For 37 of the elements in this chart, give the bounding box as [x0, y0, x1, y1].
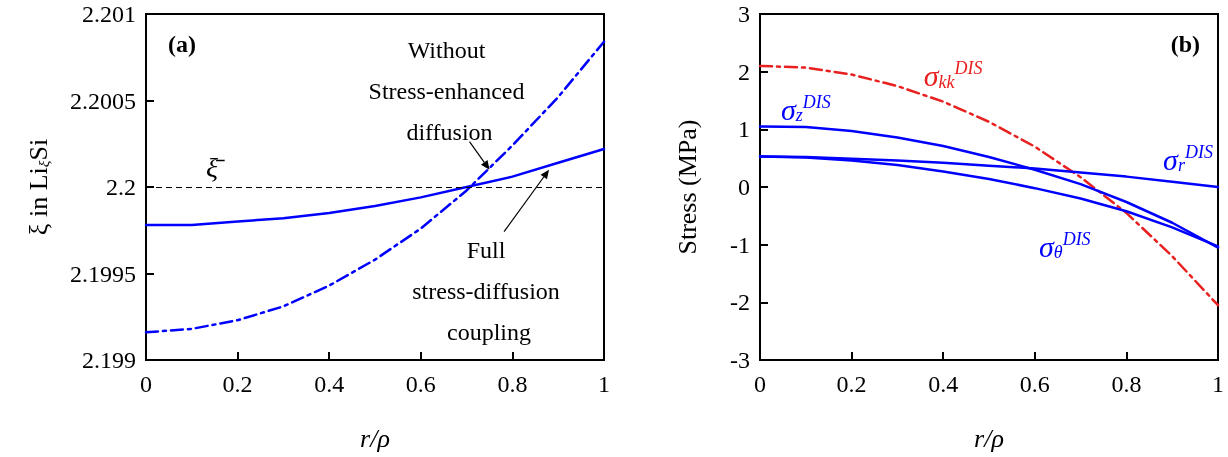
x-tick-label: 0: [140, 371, 152, 397]
y-tick-label: 2.201: [82, 1, 136, 27]
annotation: (a): [168, 31, 196, 57]
ref-line-label: ξ̄: [206, 151, 225, 183]
series-label: σzDIS: [780, 91, 831, 126]
y-axis-title: Stress (MPa): [672, 119, 702, 255]
series-label: σθDIS: [1038, 228, 1091, 263]
x-tick-label: 0.6: [405, 371, 436, 397]
x-tick-label: 1: [1212, 371, 1224, 397]
y-tick-label: 2.2: [106, 174, 136, 200]
x-tick-label: 0.4: [928, 371, 959, 397]
x-tick-label: 0.6: [1019, 371, 1050, 397]
y-tick-label: 2.1995: [70, 260, 136, 287]
annotation: Full stress-diffusion coupling: [412, 237, 566, 346]
y-tick-label: 1: [738, 116, 750, 143]
x-tick-label: 0.4: [314, 371, 345, 397]
x-axis-title: r/ρ: [974, 424, 1004, 454]
y-tick-label: 3: [738, 1, 750, 27]
x-tick-label: 0.2: [222, 371, 253, 397]
x-tick-label: 1: [598, 371, 610, 397]
x-tick-label: 0.8: [497, 371, 528, 397]
y-axis-title: ξ in LiξSi: [23, 138, 53, 236]
y-tick-label: 2.2005: [70, 87, 136, 114]
annotation: (b): [1170, 31, 1201, 57]
x-axis-title: r/ρ: [360, 424, 390, 454]
y-tick-label: -1: [730, 231, 750, 258]
y-tick-label: 2.199: [82, 347, 136, 373]
x-tick-label: 0.8: [1111, 371, 1142, 397]
x-tick-label: 0.2: [836, 371, 867, 397]
y-tick-label: 0: [738, 174, 750, 200]
y-tick-label: -2: [730, 289, 750, 316]
x-tick-label: 0: [754, 371, 766, 397]
y-tick-label: 2: [738, 58, 750, 85]
series-label: σkkDIS: [923, 58, 983, 93]
y-tick-label: -3: [730, 347, 750, 373]
series-label: σrDIS: [1163, 141, 1213, 176]
annotation: Without Stress-enhanced diffusion: [368, 37, 531, 146]
